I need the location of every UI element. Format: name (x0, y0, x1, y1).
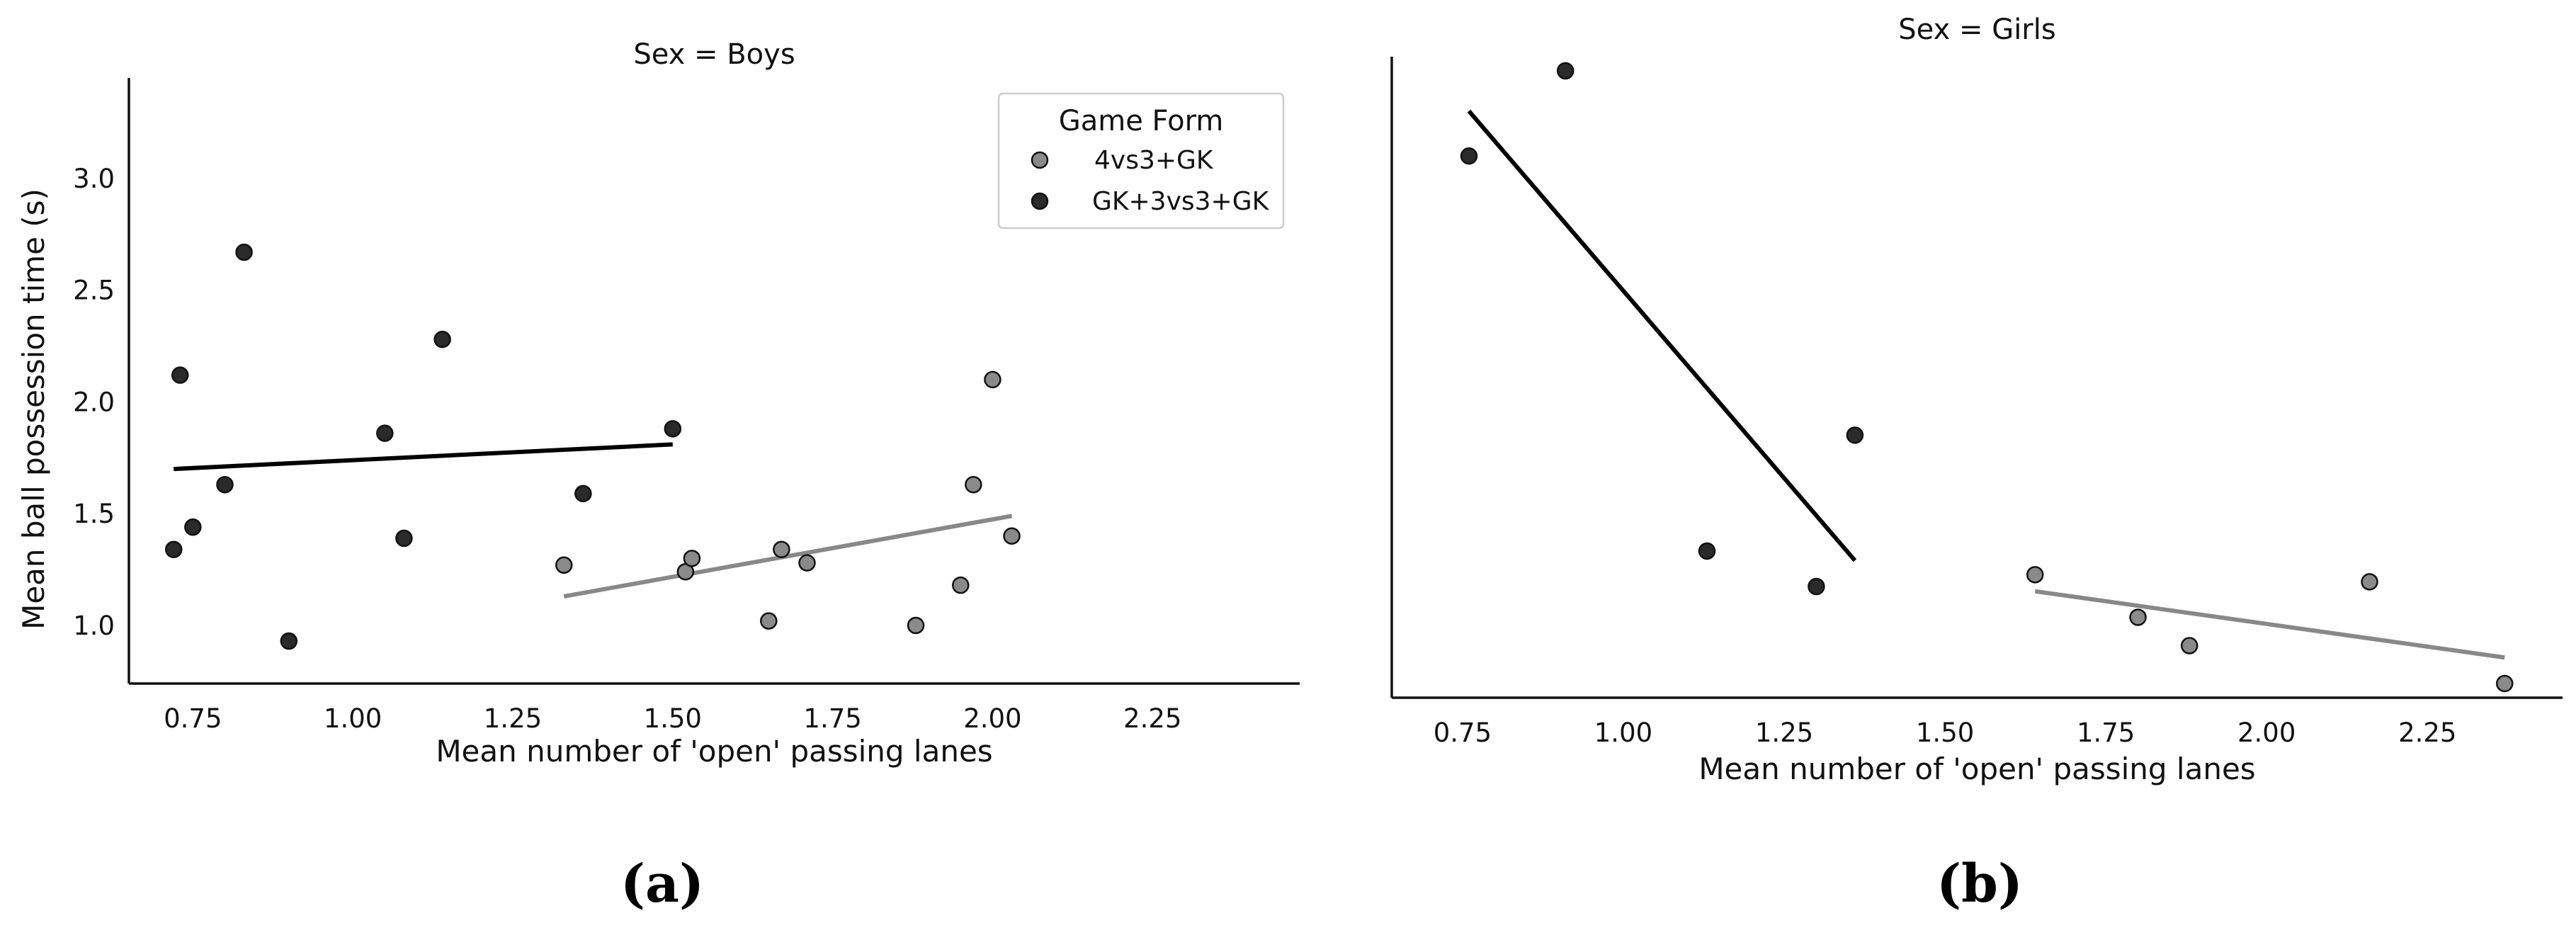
x-tick-label: 2.25 (1123, 703, 1181, 734)
caption-a: (a) (620, 854, 704, 914)
data-point (965, 475, 982, 494)
fit-line-4vs3-gk (2034, 589, 2505, 660)
data-point (574, 484, 592, 503)
legend-marker (1031, 151, 1049, 169)
data-point (555, 556, 573, 574)
fit-line-4vs3-gk (563, 514, 1013, 599)
y-axis-label: Mean ball possession time (s) (16, 188, 51, 630)
y-tick-label: 1.0 (73, 611, 115, 641)
data-point (395, 529, 413, 548)
data-point (376, 424, 394, 442)
data-point (1003, 527, 1021, 545)
legend-entry-label: 4vs3+GK (1094, 146, 1214, 175)
data-point (1556, 62, 1574, 80)
data-point (2180, 637, 2198, 654)
chart-title: Sex = Girls (1898, 13, 2055, 46)
data-point (907, 616, 925, 635)
data-point (664, 420, 682, 438)
data-point (1808, 577, 1825, 596)
data-point (171, 366, 189, 384)
data-point (235, 243, 253, 261)
x-tick-label: 2.00 (963, 703, 1021, 734)
legend: Game Form 4vs3+GK GK+3vs3+GK (997, 92, 1285, 230)
x-tick-label: 1.75 (2077, 718, 2135, 748)
y-tick-label: 1.5 (73, 499, 115, 529)
x-tick-label: 1.25 (1755, 718, 1813, 748)
x-axis-label: Mean number of 'open' passing lanes (436, 734, 992, 769)
x-tick-label: 1.25 (484, 703, 542, 734)
data-point (773, 540, 790, 558)
chart-girls: Sex = Girls 0.75 1.00 1.25 1.50 1.75 2.00 2.25 M… (1390, 13, 2563, 786)
legend-entry-label: GK+3vs3+GK (1092, 187, 1270, 216)
data-point (798, 554, 816, 572)
fit-line-gk-3vs3-gk (174, 442, 673, 472)
data-point (2026, 566, 2044, 584)
y-tick-label: 3.0 (73, 164, 115, 194)
x-tick-label: 1.75 (803, 703, 861, 734)
legend-title: Game Form (1059, 105, 1224, 137)
fit-line-gk-3vs3-gk (1467, 109, 1857, 562)
x-tick-label: 0.75 (164, 703, 222, 734)
x-tick-label: 0.75 (1434, 718, 1492, 748)
chart-boys: Sex = Boys 0.75 1.00 1.25 1.50 1.75 2.00 2.25 1.… (16, 38, 1300, 769)
x-tick-label: 1.00 (324, 703, 382, 734)
data-point (760, 612, 778, 630)
x-tick-label: 1.00 (1594, 718, 1652, 748)
data-point (984, 370, 1002, 389)
x-tick-label: 2.00 (2237, 718, 2296, 748)
y-tick-label: 2.0 (73, 387, 115, 417)
data-point (216, 475, 234, 494)
data-point (952, 576, 970, 594)
data-point (1698, 542, 1716, 560)
data-point (433, 330, 451, 348)
data-point (1460, 147, 1478, 165)
y-tick-label: 2.5 (73, 276, 115, 306)
data-point (1846, 426, 1864, 444)
legend-box (997, 92, 1285, 230)
data-point (164, 540, 183, 558)
data-point (683, 550, 701, 567)
x-tick-label: 2.25 (2398, 718, 2456, 748)
x-tick-label: 1.50 (1916, 718, 1974, 748)
data-point (2361, 573, 2378, 591)
data-point (2496, 674, 2514, 693)
caption-b: (b) (1936, 854, 2023, 914)
chart-title: Sex = Boys (633, 38, 795, 71)
x-tick-label: 1.50 (644, 703, 702, 734)
data-point (2129, 608, 2147, 626)
data-point (280, 632, 298, 650)
data-point (184, 518, 202, 536)
legend-marker (1031, 192, 1049, 210)
x-axis-label: Mean number of 'open' passing lanes (1698, 752, 2255, 786)
